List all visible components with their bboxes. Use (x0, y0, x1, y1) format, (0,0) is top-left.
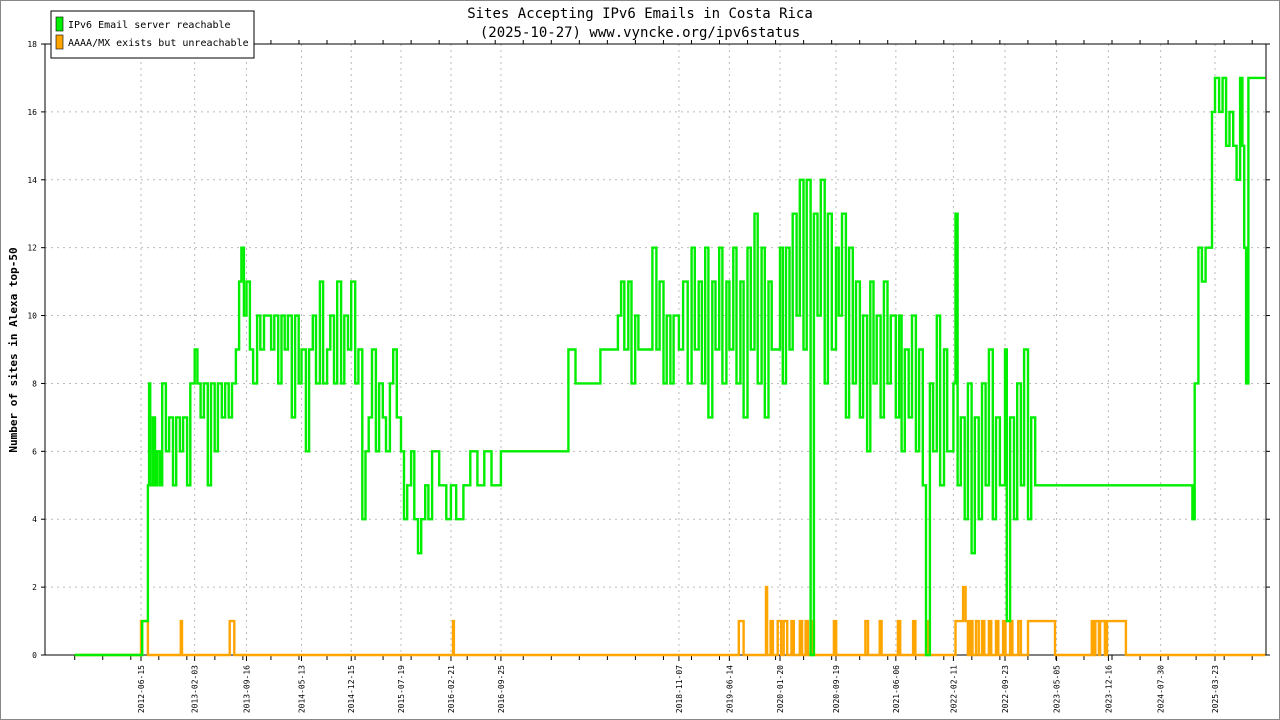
y-tick-label: 14 (27, 176, 37, 185)
x-tick-label: 2018-11-07 (675, 665, 684, 713)
x-tick-label: 2024-07-30 (1157, 665, 1166, 713)
x-tick-label: 2023-05-05 (1053, 665, 1062, 713)
series-line-reachable (74, 76, 1266, 657)
y-tick-label: 18 (27, 40, 37, 49)
x-tick-label: 2022-09-23 (1001, 665, 1010, 713)
x-tick-label: 2021-06-06 (892, 665, 901, 713)
y-tick-label: 10 (27, 312, 37, 321)
y-axis: 0 2 4 6 8 10 12 14 16 18 (27, 40, 1270, 660)
y-tick-label: 16 (27, 108, 37, 117)
chart-subtitle: (2025-10-27) www.vyncke.org/ipv6status (480, 25, 800, 41)
x-tick-label: 2025-03-23 (1211, 665, 1220, 713)
x-tick-label: 2020-09-19 (832, 665, 841, 713)
x-tick-label: 2019-06-14 (725, 665, 734, 713)
x-tick-label: 2020-01-20 (776, 665, 785, 713)
x-tick-label: 2013-09-16 (242, 665, 251, 713)
y-tick-label: 4 (32, 515, 37, 524)
x-tick-label: 2014-05-13 (298, 665, 307, 713)
x-tick-label: 2016-02-21 (447, 665, 456, 713)
x-tick-label: 2012-06-15 (137, 665, 146, 713)
y-tick-label: 8 (32, 379, 37, 388)
series-line-unreachable (74, 585, 1266, 657)
x-tick-label: 2016-09-25 (497, 665, 506, 713)
legend-swatch-reachable (55, 16, 64, 32)
x-tick-label: 2022-02-11 (949, 665, 958, 713)
legend-label-unreachable: AAAA/MX exists but unreachable (68, 38, 249, 49)
x-tick-label: 2013-02-03 (191, 665, 200, 713)
legend-box (50, 10, 255, 59)
y-tick-label: 2 (32, 583, 37, 592)
y-tick-label: 12 (27, 244, 37, 253)
x-tick-label: 2023-12-16 (1104, 665, 1113, 713)
legend-label-reachable: IPv6 Email server reachable (68, 20, 231, 31)
x-axis: 2012-06-15 2013-02-03 2013-09-16 2014-05-13… (74, 40, 1253, 713)
y-axis-label: Number of sites in Alexa top-50 (7, 247, 20, 452)
legend: IPv6 Email server reachable AAAA/MX exis… (50, 10, 255, 59)
series-group (74, 76, 1266, 657)
y-tick-label: 6 (32, 447, 37, 456)
chart-title: Sites Accepting IPv6 Emails in Costa Ric… (467, 6, 813, 22)
x-tick-label: 2014-12-15 (347, 665, 356, 713)
x-tick-label: 2015-07-19 (397, 665, 406, 713)
legend-swatch-unreachable (55, 34, 64, 50)
y-tick-label: 0 (32, 651, 37, 660)
